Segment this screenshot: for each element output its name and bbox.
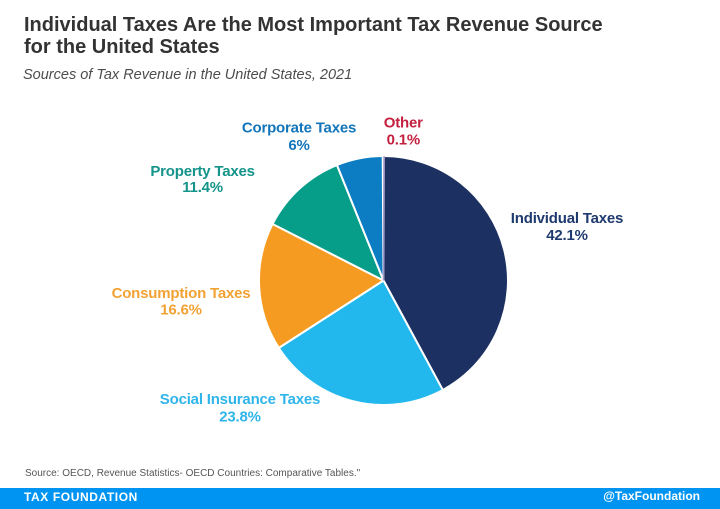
svg-text:Other: Other — [384, 115, 423, 132]
svg-text:16.6%: 16.6% — [160, 302, 202, 319]
svg-text:0.1%: 0.1% — [387, 132, 420, 149]
svg-text:6%: 6% — [288, 137, 309, 154]
svg-text:11.4%: 11.4% — [182, 179, 223, 196]
svg-text:Consumption Taxes: Consumption Taxes — [112, 285, 251, 302]
svg-text:Individual Taxes: Individual Taxes — [511, 210, 623, 227]
svg-text:Corporate Taxes: Corporate Taxes — [242, 120, 356, 137]
svg-text:23.8%: 23.8% — [219, 409, 261, 426]
svg-text:42.1%: 42.1% — [546, 227, 588, 244]
svg-text:Social Insurance Taxes: Social Insurance Taxes — [160, 391, 320, 408]
svg-text:Property Taxes: Property Taxes — [150, 163, 254, 180]
